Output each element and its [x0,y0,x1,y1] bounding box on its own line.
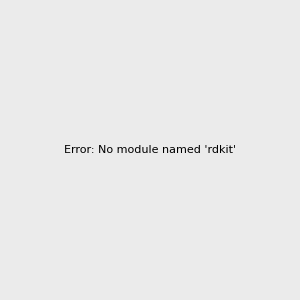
Text: Error: No module named 'rdkit': Error: No module named 'rdkit' [64,145,236,155]
